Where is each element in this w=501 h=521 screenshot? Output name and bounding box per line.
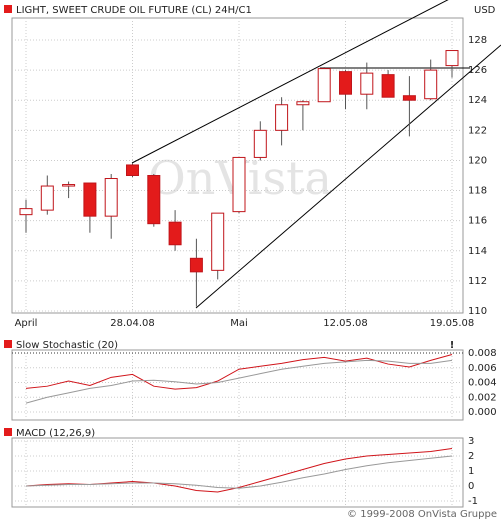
y-tick-label: 1 — [468, 466, 474, 477]
title-icon — [4, 5, 12, 13]
trend-line — [131, 0, 449, 164]
y-tick-label: 110 — [468, 306, 487, 317]
panel-title: Slow Stochastic (20) — [16, 340, 118, 351]
candle-body — [339, 71, 352, 95]
panel-title: MACD (12,26,9) — [16, 428, 95, 439]
y-tick-label: 0.002 — [468, 392, 497, 403]
y-tick-label: 120 — [468, 155, 487, 166]
footer: © 1999-2008 OnVista Gruppe — [347, 509, 497, 520]
x-tick-label: 28.04.08 — [110, 318, 155, 329]
y-tick-label: 0.004 — [468, 378, 497, 389]
candle-body — [232, 156, 246, 213]
indicator-line — [25, 359, 453, 404]
y-tick-label: 2 — [468, 451, 474, 462]
candle-body — [62, 184, 76, 187]
candle-body — [126, 164, 139, 176]
candle-body — [424, 69, 438, 100]
y-tick-label: 3 — [468, 436, 474, 447]
indicator-line — [25, 455, 453, 489]
candle-body — [189, 257, 203, 273]
plot-frame — [11, 349, 464, 421]
candle-body — [83, 182, 97, 217]
x-tick-label: April — [15, 318, 38, 329]
y-tick-label: 116 — [468, 216, 487, 227]
candle-body — [19, 208, 33, 216]
y-tick-label: 0.006 — [468, 363, 497, 374]
chart-title: LIGHT, SWEET CRUDE OIL FUTURE (CL) 24H/C… — [16, 5, 252, 16]
y-tick-label: 122 — [468, 125, 487, 136]
candle-body — [402, 95, 416, 101]
y-tick-label: -1 — [468, 496, 478, 507]
candle-body — [40, 185, 54, 211]
unit-label: USD — [474, 5, 496, 16]
plot-frame — [11, 437, 464, 508]
candle-body — [275, 104, 289, 131]
candle-body — [317, 68, 331, 103]
y-tick-label: 128 — [468, 35, 487, 46]
indicator-line — [25, 448, 453, 493]
candle-body — [211, 212, 225, 271]
y-tick-label: 112 — [468, 276, 487, 287]
legend-icon — [4, 428, 12, 436]
trend-line — [195, 44, 501, 309]
legend-icon — [4, 340, 12, 348]
x-tick-label: 12.05.08 — [323, 318, 368, 329]
y-tick-label: 124 — [468, 95, 487, 106]
y-tick-label: 118 — [468, 186, 487, 197]
x-tick-label: Mai — [230, 318, 248, 329]
y-tick-label: 0.000 — [468, 407, 497, 418]
indicator-line — [25, 353, 453, 390]
y-tick-label: 114 — [468, 246, 487, 257]
x-tick-label: 19.05.08 — [430, 318, 475, 329]
candle-body — [381, 74, 395, 98]
candle-body — [147, 175, 161, 225]
y-tick-label: 126 — [468, 65, 487, 76]
alert-marker: ! — [450, 340, 455, 351]
candle-body — [253, 129, 267, 158]
plot-frame — [11, 17, 464, 314]
y-tick-label: 0 — [468, 481, 474, 492]
candle-body — [104, 178, 118, 217]
candle-body — [168, 221, 182, 246]
candle-body — [360, 72, 374, 95]
y-tick-label: 0.008 — [468, 348, 497, 359]
candle-body — [445, 50, 459, 67]
candle-body — [296, 101, 310, 106]
